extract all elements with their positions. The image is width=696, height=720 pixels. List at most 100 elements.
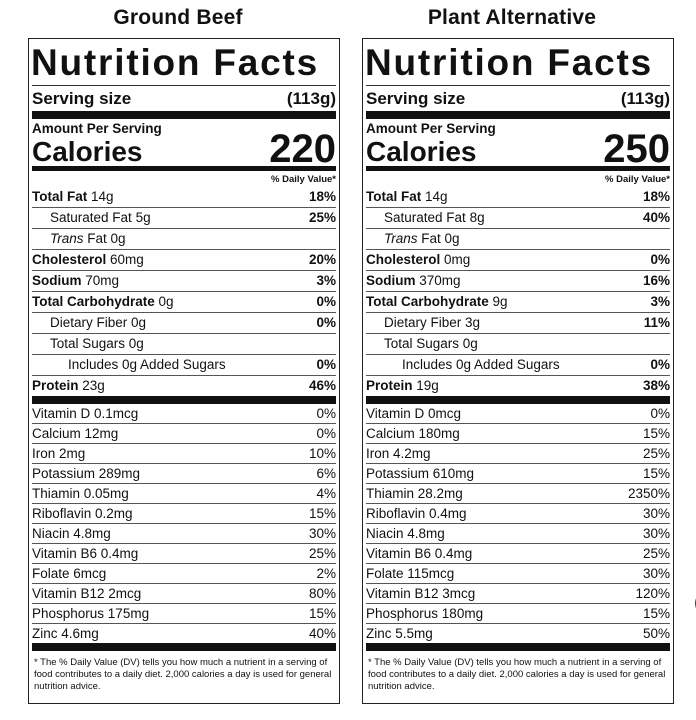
nutrient-name: Protein bbox=[366, 378, 413, 393]
nutrient-amount: 19g bbox=[412, 378, 439, 393]
nutrient-daily-value: 16% bbox=[642, 273, 670, 288]
nutrient-amount: Fat 0g bbox=[417, 231, 460, 246]
vitamin-row: Riboflavin 0.4mg 30% bbox=[366, 503, 670, 523]
vitamin-daily-value: 80% bbox=[308, 586, 336, 601]
vitamin-row: Phosphorus 175mg 15% bbox=[32, 603, 336, 623]
vitamin-daily-value: 15% bbox=[642, 426, 670, 441]
nutrient-daily-value: 40% bbox=[642, 210, 670, 225]
vitamin-name: Phosphorus 175mg bbox=[32, 606, 150, 621]
vitamin-row: Thiamin 0.05mg 4% bbox=[32, 483, 336, 503]
vitamin-name: Thiamin 28.2mg bbox=[366, 486, 463, 501]
nutrient-name-wrapper: Saturated Fat 8g bbox=[366, 208, 485, 228]
nutrient-daily-value: 38% bbox=[642, 378, 670, 393]
vitamin-row: Calcium 180mg 15% bbox=[366, 423, 670, 443]
nutrient-name-wrapper: Sodium 70mg bbox=[32, 271, 119, 291]
vitamin-row: Vitamin D 0mcg 0% bbox=[366, 404, 670, 423]
vitamin-name: Vitamin D 0mcg bbox=[366, 406, 462, 421]
calories-label: Calories bbox=[366, 136, 477, 167]
nutrient-daily-value: 0% bbox=[650, 357, 670, 372]
nutrient-row: Dietary Fiber 0g 0% bbox=[32, 312, 336, 333]
vitamin-rows: Vitamin D 0.1mcg 0% Calcium 12mg 0% Iron 2mg… bbox=[32, 404, 336, 643]
vitamin-name: Potassium 289mg bbox=[32, 466, 141, 481]
vitamin-row: Vitamin D 0.1mcg 0% bbox=[32, 404, 336, 423]
amount-per-serving: Amount Per Serving bbox=[32, 121, 162, 136]
nutrient-row: Saturated Fat 8g 40% bbox=[366, 207, 670, 228]
vitamin-name: Thiamin 0.05mg bbox=[32, 486, 129, 501]
macro-rows: Total Fat 14g 18% Saturated Fat 5g 25% Trans… bbox=[32, 187, 336, 396]
vitamin-daily-value: 2% bbox=[316, 566, 336, 581]
nutrient-name: Dietary Fiber bbox=[384, 315, 462, 330]
nutrient-amount: Fat 0g bbox=[83, 231, 126, 246]
vitamin-name: Calcium 180mg bbox=[366, 426, 460, 441]
nutrient-amount: 0g bbox=[127, 315, 147, 330]
nutrient-name: Trans bbox=[50, 231, 84, 246]
nutrient-name: Total Carbohydrate bbox=[32, 294, 155, 309]
vitamin-name: Iron 2mg bbox=[32, 446, 86, 461]
vitamin-row: Vitamin B6 0.4mg 25% bbox=[366, 543, 670, 563]
nutrient-row: Includes 0g Added Sugars 0% bbox=[32, 354, 336, 375]
nutrient-name-wrapper: Dietary Fiber 0g bbox=[32, 313, 146, 333]
vitamin-name: Calcium 12mg bbox=[32, 426, 119, 441]
column-heading-plant-alternative: Plant Alternative bbox=[427, 6, 597, 29]
amount-per-serving: Amount Per Serving bbox=[366, 121, 496, 136]
vitamin-daily-value: 15% bbox=[642, 606, 670, 621]
vitamin-row: Potassium 289mg 6% bbox=[32, 463, 336, 483]
nutrient-row: Cholesterol 0mg 0% bbox=[366, 249, 670, 270]
thick-divider bbox=[32, 111, 336, 119]
medium-divider bbox=[366, 166, 670, 171]
vitamin-row: Vitamin B12 3mcg 120% bbox=[366, 583, 670, 603]
serving-size-label: Serving size bbox=[366, 89, 466, 108]
nutrient-daily-value: 11% bbox=[643, 315, 670, 330]
nutrient-name-wrapper: Total Fat 14g bbox=[366, 187, 448, 207]
vitamin-row: Calcium 12mg 0% bbox=[32, 423, 336, 443]
nutrition-label-ground-beef: Nutrition Facts Serving size (113g) Amou… bbox=[28, 38, 340, 704]
nutrient-amount: 60mg bbox=[106, 252, 144, 267]
vitamin-name: Zinc 4.6mg bbox=[32, 626, 99, 641]
thick-divider bbox=[32, 396, 336, 404]
nutrient-row: Total Carbohydrate 0g 0% bbox=[32, 291, 336, 312]
nutrient-name-wrapper: Cholesterol 0mg bbox=[366, 250, 470, 270]
nutrient-row: Trans Fat 0g bbox=[366, 228, 670, 249]
nutrient-amount: 8g bbox=[465, 210, 485, 225]
nutrient-name-wrapper: Cholesterol 60mg bbox=[32, 250, 144, 270]
vitamin-daily-value: 30% bbox=[642, 566, 670, 581]
nutrient-name: Total Fat bbox=[366, 189, 422, 204]
vitamin-name: Vitamin B12 2mcg bbox=[32, 586, 142, 601]
nutrient-name: Trans bbox=[384, 231, 418, 246]
nutrient-name: Total Carbohydrate bbox=[366, 294, 489, 309]
nutrient-row: Saturated Fat 5g 25% bbox=[32, 207, 336, 228]
nutrient-name-wrapper: Protein 19g bbox=[366, 376, 439, 396]
nutrition-label-plant-alternative: Nutrition Facts Serving size (113g) Amou… bbox=[362, 38, 674, 704]
vitamin-daily-value: 15% bbox=[308, 606, 336, 621]
nutrient-name: Saturated Fat bbox=[50, 210, 132, 225]
vitamin-daily-value: 30% bbox=[642, 526, 670, 541]
vitamin-row: Folate 6mcg 2% bbox=[32, 563, 336, 583]
vitamin-rows: Vitamin D 0mcg 0% Calcium 180mg 15% Iron 4.2… bbox=[366, 404, 670, 643]
nutrient-name-wrapper: Protein 23g bbox=[32, 376, 105, 396]
nutrient-daily-value: 3% bbox=[316, 273, 336, 288]
vitamin-daily-value: 25% bbox=[642, 546, 670, 561]
nutrient-daily-value: 25% bbox=[308, 210, 336, 225]
vitamin-name: Phosphorus 180mg bbox=[366, 606, 484, 621]
thick-divider bbox=[366, 643, 670, 651]
thick-divider bbox=[32, 643, 336, 651]
nutrient-name: Saturated Fat bbox=[384, 210, 466, 225]
nutrient-amount: 0g bbox=[154, 294, 174, 309]
vitamin-row: Potassium 610mg 15% bbox=[366, 463, 670, 483]
nutrient-amount: 14g bbox=[421, 189, 448, 204]
column-heading-ground-beef: Ground Beef bbox=[113, 6, 243, 29]
vitamin-row: Thiamin 28.2mg 2350% bbox=[366, 483, 670, 503]
footnote: * The % Daily Value (DV) tells you how m… bbox=[368, 657, 666, 692]
vitamin-daily-value: 15% bbox=[642, 466, 670, 481]
vitamin-name: Vitamin B6 0.4mg bbox=[366, 546, 473, 561]
serving-size-value: (113g) bbox=[620, 89, 670, 108]
nutrient-name-wrapper: Trans Fat 0g bbox=[32, 229, 126, 249]
vitamin-name: Zinc 5.5mg bbox=[366, 626, 433, 641]
nutrient-name-wrapper: Total Fat 14g bbox=[32, 187, 114, 207]
nutrient-row: Total Sugars 0g bbox=[32, 333, 336, 354]
nutrient-daily-value: 0% bbox=[650, 252, 670, 267]
nutrient-amount: 23g bbox=[78, 378, 105, 393]
vitamin-name: Vitamin B6 0.4mg bbox=[32, 546, 139, 561]
vitamin-daily-value: 120% bbox=[635, 586, 670, 601]
nutrient-name-wrapper: Trans Fat 0g bbox=[366, 229, 460, 249]
